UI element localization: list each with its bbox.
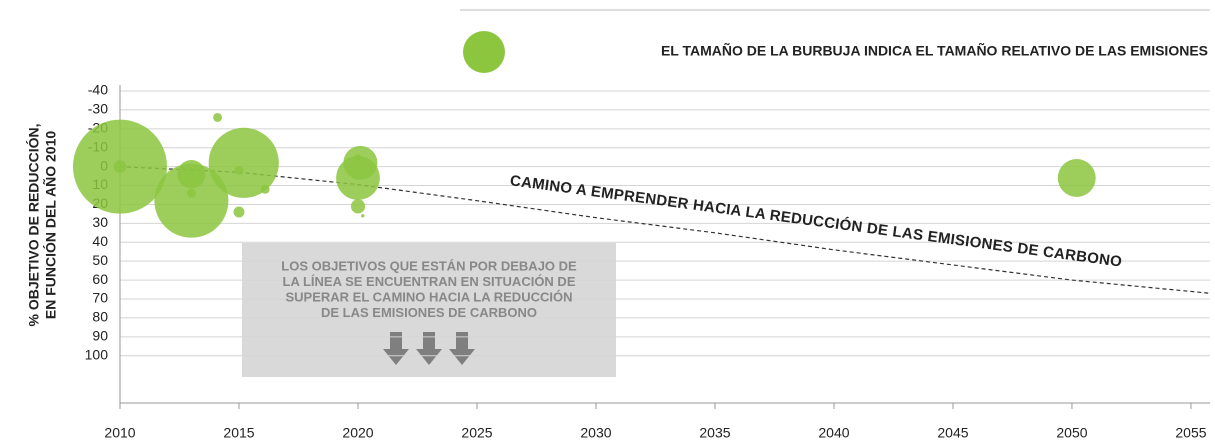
y-tick-label: 100 bbox=[85, 346, 109, 362]
bubble bbox=[154, 163, 229, 238]
y-tick-label: 70 bbox=[92, 290, 108, 306]
y-tick-label: -30 bbox=[88, 101, 108, 117]
note-text: LOS OBJETIVOS QUE ESTÁN POR DEBAJO DE bbox=[281, 258, 577, 273]
bubble bbox=[208, 127, 279, 198]
bubble bbox=[336, 156, 380, 200]
note-text: SUPERAR EL CAMINO HACIA LA REDUCCIÓN bbox=[286, 289, 573, 304]
y-axis-label: % OBJETIVO DE REDUCCIÓN, bbox=[25, 123, 42, 326]
x-tick-label: 2050 bbox=[1056, 425, 1087, 441]
x-tick-label: 2030 bbox=[580, 425, 611, 441]
bubble bbox=[1057, 159, 1096, 197]
legend-text: EL TAMAÑO DE LA BURBUJA INDICA EL TAMAÑO… bbox=[661, 42, 1208, 59]
y-tick-label: 60 bbox=[92, 271, 108, 287]
bubble bbox=[186, 188, 196, 198]
legend-bubble bbox=[463, 31, 505, 73]
y-tick-label: 50 bbox=[92, 252, 108, 268]
bubble bbox=[113, 160, 127, 173]
y-tick-label: 30 bbox=[92, 214, 108, 230]
bubble bbox=[234, 165, 244, 175]
bubble bbox=[213, 113, 223, 122]
y-tick-label: 40 bbox=[92, 233, 108, 249]
x-tick-label: 2015 bbox=[223, 425, 254, 441]
bubble bbox=[350, 199, 366, 214]
trajectory-line bbox=[119, 166, 1211, 294]
y-tick-label: 90 bbox=[92, 328, 108, 344]
note-text: DE LAS EMISIONES DE CARBONO bbox=[321, 305, 537, 320]
bubble bbox=[177, 160, 206, 189]
arrows bbox=[383, 332, 475, 365]
bubble bbox=[233, 206, 245, 218]
bubble bbox=[361, 214, 365, 218]
bubble bbox=[260, 184, 270, 194]
bubble bbox=[354, 154, 362, 161]
y-axis-label: EN FUNCIÓN DEL AÑO 2010 bbox=[42, 131, 59, 319]
y-tick-label: 80 bbox=[92, 309, 108, 325]
x-tick-label: 2035 bbox=[699, 425, 730, 441]
x-tick-label: 2055 bbox=[1175, 425, 1206, 441]
x-tick-label: 2040 bbox=[818, 425, 849, 441]
note-text: LA LÍNEA SE ENCUENTRAN EN SITUACIÓN DE bbox=[283, 274, 576, 289]
y-tick-label: -40 bbox=[88, 82, 108, 98]
x-tick-label: 2025 bbox=[461, 425, 492, 441]
x-tick-label: 2010 bbox=[104, 425, 135, 441]
x-tick-label: 2045 bbox=[937, 425, 968, 441]
x-tick-label: 2020 bbox=[342, 425, 373, 441]
